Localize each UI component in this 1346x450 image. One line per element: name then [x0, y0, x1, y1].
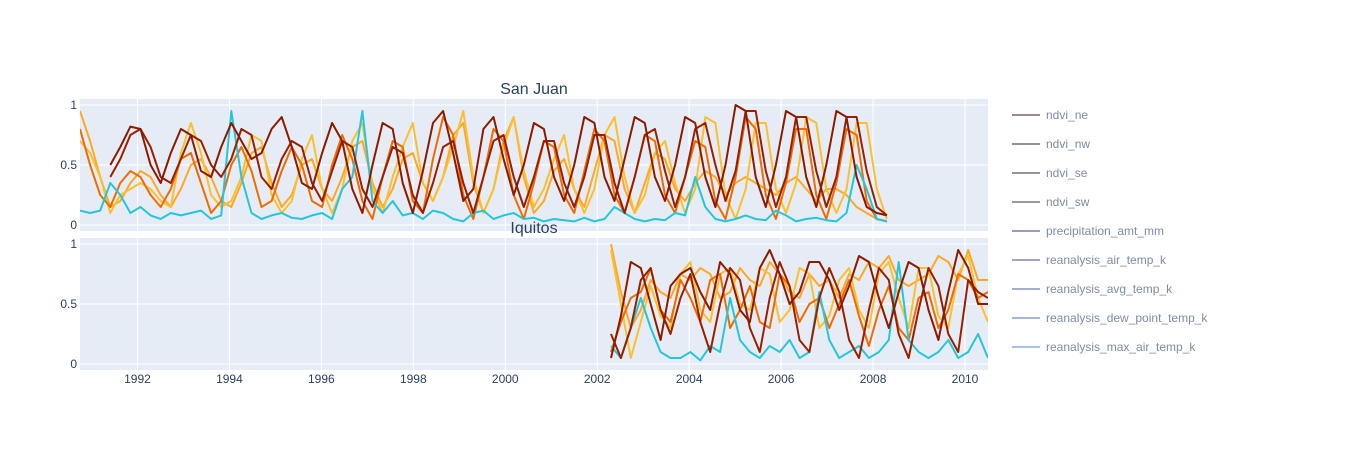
- x-tick-label: 1998: [400, 372, 427, 386]
- series-line-iquitos-4: [610, 261, 988, 359]
- y-tick-label: 0: [70, 218, 77, 232]
- x-tick-label: 1994: [216, 372, 243, 386]
- series-line-iquitos-3: [610, 261, 988, 362]
- x-tick-label: 2004: [676, 372, 703, 386]
- series-line-san-juan-5: [109, 104, 888, 217]
- x-tick-label: 2008: [860, 372, 887, 386]
- series-line-san-juan-1: [80, 110, 888, 220]
- legend-label: reanalysis_avg_temp_k: [1046, 282, 1173, 296]
- series-line-san-juan-3: [80, 110, 888, 223]
- legend-item[interactable]: reanalysis_air_temp_k: [1012, 253, 1167, 267]
- legend-item[interactable]: ndvi_nw: [1012, 137, 1090, 151]
- subplot-title-iquitos: Iquitos: [510, 220, 557, 237]
- subplot-iquitos: 0 0.5 1 Iquitos: [60, 220, 988, 371]
- legend-label: ndvi_ne: [1046, 108, 1088, 122]
- legend-item[interactable]: ndvi_se: [1012, 166, 1088, 180]
- y-tick-label: 0.5: [60, 158, 77, 172]
- series-line-iquitos-5: [610, 249, 988, 359]
- x-tick-label: 1996: [308, 372, 335, 386]
- legend-item[interactable]: ndvi_ne: [1012, 108, 1088, 122]
- subplot-title-san-juan: San Juan: [500, 81, 568, 98]
- legend-label: ndvi_sw: [1046, 195, 1090, 209]
- legend-item[interactable]: precipitation_amt_mm: [1012, 224, 1164, 238]
- legend-item[interactable]: reanalysis_max_air_temp_k: [1012, 340, 1196, 354]
- legend-item[interactable]: reanalysis_dew_point_temp_k: [1012, 311, 1208, 325]
- legend[interactable]: ndvi_ne ndvi_nw ndvi_se ndvi_sw precipitatio…: [1012, 108, 1208, 354]
- legend-label: reanalysis_max_air_temp_k: [1046, 340, 1196, 354]
- x-tick-label: 2010: [952, 372, 979, 386]
- y-tick-label: 0: [70, 357, 77, 371]
- legend-label: precipitation_amt_mm: [1046, 224, 1164, 238]
- x-tick-label: 2002: [584, 372, 611, 386]
- x-axis: 1992 1994 1996 1998 2000 2002 2004 2006 2008 2010: [124, 372, 979, 386]
- legend-label: ndvi_se: [1046, 166, 1088, 180]
- legend-label: reanalysis_air_temp_k: [1046, 253, 1167, 267]
- x-tick-label: 1992: [124, 372, 151, 386]
- y-tick-label: 1: [70, 98, 77, 112]
- subplot-san-juan: 0 0.5 1 San Juan: [60, 81, 988, 232]
- series-line-iquitos-0: [610, 243, 988, 329]
- legend-label: reanalysis_dew_point_temp_k: [1046, 311, 1208, 325]
- x-tick-label: 2000: [492, 372, 519, 386]
- legend-item[interactable]: ndvi_sw: [1012, 195, 1090, 209]
- y-tick-label: 0.5: [60, 297, 77, 311]
- legend-label: ndvi_nw: [1046, 137, 1090, 151]
- x-tick-label: 2006: [768, 372, 795, 386]
- legend-item[interactable]: reanalysis_avg_temp_k: [1012, 282, 1173, 296]
- y-tick-label: 1: [70, 237, 77, 251]
